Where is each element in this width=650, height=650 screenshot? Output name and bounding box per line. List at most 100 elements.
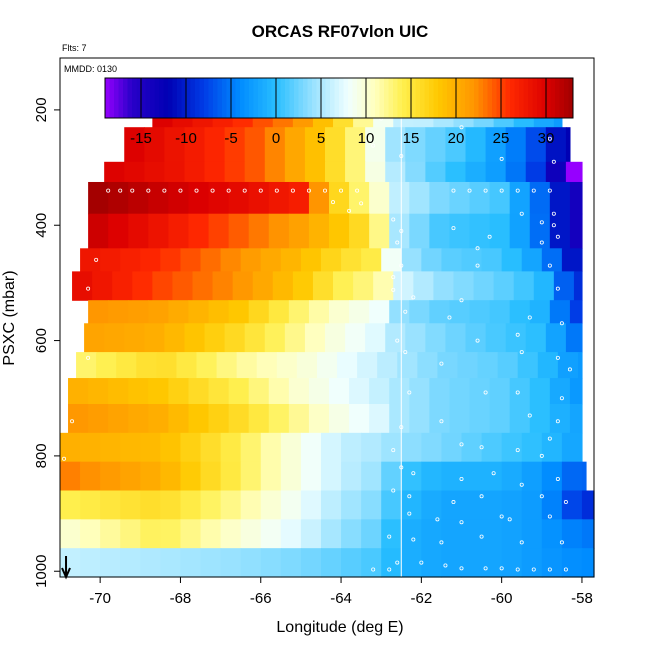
heatmap-cell (541, 490, 563, 520)
flight-point (475, 338, 480, 343)
heatmap-cell (140, 548, 161, 578)
colorbar-tick-label: 30 (538, 130, 555, 147)
x-tick-label: -64 (330, 590, 352, 607)
heatmap-cell (489, 378, 511, 405)
date-note: MMDD: 0130 (64, 64, 117, 74)
flight-point (519, 350, 524, 355)
heatmap-cell (220, 519, 242, 549)
colorbar-segment (379, 78, 385, 118)
colorbar-tick-label: 5 (317, 130, 325, 147)
heatmap-cell (381, 461, 402, 492)
colorbar-segment (420, 78, 425, 118)
flight-point (547, 514, 552, 519)
heatmap-cell (341, 461, 362, 492)
colorbar-segment (258, 78, 263, 118)
heatmap-cell (324, 323, 346, 353)
heatmap-cell (341, 248, 362, 272)
heatmap-cell (264, 161, 286, 183)
colorbar-segment (411, 78, 416, 118)
heatmap-cell (445, 323, 467, 353)
heatmap-cell (569, 404, 583, 434)
flight-point (459, 298, 464, 303)
heatmap-cell (381, 519, 402, 549)
colorbar-segment (289, 78, 295, 118)
heatmap-cell (553, 271, 575, 301)
heatmap-cell (284, 323, 306, 353)
flight-point (146, 188, 151, 193)
flight-point (539, 494, 544, 499)
heatmap-cell (357, 352, 378, 379)
heatmap-cell (260, 432, 282, 463)
heatmap-cell (200, 519, 222, 549)
heatmap-cell (216, 352, 238, 379)
heatmap-cell (581, 490, 595, 520)
heatmap-cell (164, 161, 186, 183)
flight-point (290, 188, 295, 193)
heatmap-cell (260, 461, 282, 492)
heatmap-cell (469, 404, 491, 434)
heatmap-cell (501, 490, 523, 520)
heatmap-cell (421, 519, 443, 549)
colorbar-segment (123, 78, 128, 118)
heatmap-cell (505, 161, 527, 183)
heatmap-cell (485, 161, 507, 183)
heatmap-cell (449, 404, 471, 434)
heatmap-cell (204, 127, 226, 163)
flight-point (451, 188, 456, 193)
flight-point (475, 263, 480, 268)
colorbar-segment (397, 78, 403, 118)
heatmap-cell (549, 181, 571, 215)
heatmap-cell (264, 323, 286, 353)
colorbar-tick-label: 0 (272, 130, 280, 147)
colorbar-segment (325, 78, 331, 118)
heatmap-cell (136, 352, 157, 379)
heatmap-cell (449, 300, 471, 324)
heatmap-cell (68, 404, 89, 434)
colorbar-segment (177, 78, 182, 118)
heatmap-cell (409, 404, 430, 434)
colorbar-segment (213, 78, 218, 118)
heatmap-cell (341, 490, 362, 520)
colorbar-segment (294, 78, 299, 118)
heatmap-cell (509, 378, 531, 405)
colorbar-tick-label: 10 (358, 130, 375, 147)
flight-point (483, 390, 488, 395)
colorbar-segment (181, 78, 187, 118)
colorbar-segment (303, 78, 308, 118)
heatmap-cell (104, 161, 125, 183)
heatmap-cell (561, 461, 583, 492)
colorbar-segment (285, 78, 290, 118)
flight-point (130, 188, 135, 193)
flight-point (515, 390, 520, 395)
heatmap-cell (108, 404, 129, 434)
colorbar-segment (222, 78, 227, 118)
heatmap-cell (100, 248, 121, 272)
heatmap-cell (341, 548, 362, 578)
colorbar-segment (492, 78, 497, 118)
heatmap-cell (128, 181, 149, 215)
heatmap-cell (160, 519, 182, 549)
colorbar-segment (136, 78, 142, 118)
flight-point (467, 188, 472, 193)
x-axis: -70 -68 -66 -64 -62 -60 -58 (89, 577, 593, 607)
heatmap-cell (80, 461, 101, 492)
heatmap-cell (481, 432, 503, 463)
heatmap-cell (521, 548, 543, 578)
heatmap-cell (244, 127, 266, 163)
colorbar-segment (532, 78, 538, 118)
flight-point (547, 263, 552, 268)
heatmap-cell (361, 432, 382, 463)
heatmap-cell (529, 213, 551, 249)
flight-point (527, 413, 532, 418)
heatmap-cell (509, 404, 531, 434)
heatmap-cell (329, 213, 350, 249)
heatmap-cell (341, 432, 362, 463)
heatmap-cell (148, 378, 170, 405)
colorbar-segment (384, 78, 389, 118)
colorbar-segment (460, 78, 466, 118)
heatmap-cell (441, 490, 463, 520)
heatmap-cell (361, 548, 382, 578)
heatmap-cell (421, 248, 443, 272)
heatmap-cell (549, 300, 571, 324)
plot-frame (59, 57, 595, 578)
